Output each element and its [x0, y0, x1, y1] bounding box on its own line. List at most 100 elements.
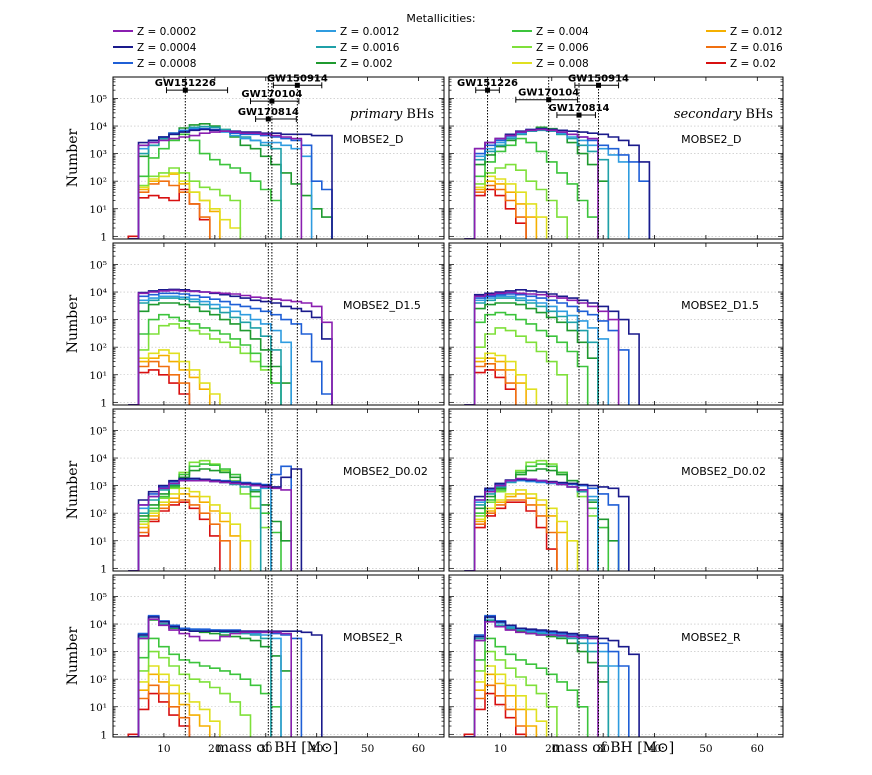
histogram-series-0008	[464, 352, 538, 405]
histogram-series-0004	[128, 313, 282, 405]
gw-marker	[182, 87, 188, 93]
panel-frame	[448, 242, 784, 406]
metallicity-legend: Metallicities: Z = 0.0002 Z = 0.0004 Z = 0…	[113, 12, 783, 70]
gw-event-label: GW170814	[549, 103, 610, 114]
gw-event-label: GW151226	[457, 78, 518, 89]
gw-event-label: GW151226	[155, 78, 216, 89]
legend-entry-label: Z = 0.0016	[340, 42, 400, 54]
histogram-series-0004	[464, 137, 599, 239]
legend-entry-label: Z = 0.016	[730, 42, 783, 54]
histogram-series-0008	[128, 349, 221, 405]
gw-event-label: GW170104	[518, 88, 579, 99]
x-tick-label: 30	[259, 743, 272, 755]
panel-mobse2-d1-5-secondary: MOBSE2_D1.5	[448, 242, 784, 406]
gw-marker	[596, 82, 602, 88]
histogram-series-0012	[128, 173, 221, 239]
histogram-series-0002	[464, 302, 599, 405]
gw-marker	[485, 87, 491, 93]
model-label: MOBSE2_D	[343, 133, 403, 146]
histogram-series-00002	[464, 291, 620, 405]
y-tick-label: 10¹	[89, 204, 107, 216]
gw-event-label: GW170814	[238, 107, 299, 118]
histogram-series-0006	[128, 167, 242, 239]
y-tick-label: 10⁴	[89, 453, 107, 465]
histogram-series-group	[127, 123, 333, 239]
y-tick-label: 10²	[89, 342, 107, 354]
y-tick-label: 1	[100, 729, 107, 741]
gw-marker	[269, 98, 275, 104]
x-tick-label: 50	[361, 743, 374, 755]
histogram-series-00002	[128, 289, 333, 405]
y-tick-label: 10⁴	[89, 619, 107, 631]
x-tick-label: 20	[208, 743, 221, 755]
gw-marker	[265, 116, 271, 122]
y-tick-label: 10⁵	[89, 93, 107, 105]
histogram-series-00004	[128, 616, 323, 737]
histogram-series-00012	[128, 295, 292, 405]
histogram-series-0012	[128, 673, 211, 737]
model-label: MOBSE2_R	[343, 631, 403, 644]
legend-entry-label: Z = 0.004	[536, 26, 589, 38]
y-tick-label: 10³	[89, 481, 107, 493]
legend-entry-label: Z = 0.02	[730, 58, 776, 70]
legend-entry-label: Z = 0.0012	[340, 26, 399, 38]
model-label: MOBSE2_D1.5	[343, 299, 421, 312]
histogram-series-0004	[128, 133, 282, 239]
histogram-series-00008	[464, 293, 630, 405]
histogram-series-002	[464, 369, 517, 405]
histogram-series-0016	[128, 360, 191, 405]
legend-entry-label: Z = 0.002	[340, 58, 393, 70]
histogram-series-group	[128, 459, 303, 571]
x-tick-label: 40	[648, 743, 661, 755]
x-tick-label: 30	[596, 743, 609, 755]
model-label: MOBSE2_R	[681, 631, 741, 644]
y-tick-label: 1	[100, 397, 107, 409]
gw-event-label: GW150914	[267, 73, 328, 84]
histogram-series-0006	[464, 327, 568, 405]
panel-note: secondary BHs	[674, 107, 773, 122]
histogram-series-0008	[128, 172, 242, 239]
y-tick-label: 10⁵	[89, 259, 107, 271]
y-tick-label: 10⁴	[89, 121, 107, 133]
legend-title: Metallicities:	[406, 12, 475, 25]
y-tick-label: 10⁵	[89, 425, 107, 437]
y-tick-label: 10¹	[89, 370, 107, 382]
histogram-series-group	[463, 614, 640, 737]
panel-mobse2-d-primary: 1 10¹ 10² 10³ 10⁴ 10⁵ Number MOBSE2_D GW151226 GW…	[65, 73, 445, 243]
gw-event-label: GW170104	[241, 89, 302, 100]
legend-entry-label: Z = 0.008	[536, 58, 589, 70]
histogram-series-00004	[128, 288, 333, 405]
gw-marker	[294, 82, 300, 88]
legend-entry-label: Z = 0.0008	[137, 58, 196, 70]
y-axis-label: Number	[65, 626, 81, 685]
x-tick-label: 60	[751, 743, 764, 755]
histogram-series-0004	[464, 311, 589, 405]
y-tick-label: 10²	[89, 508, 107, 520]
histogram-series-0016	[464, 684, 527, 737]
y-axis-label: Number	[65, 128, 81, 187]
histogram-series-00002	[128, 479, 292, 571]
histogram-series-0006	[464, 163, 568, 239]
x-tick-label: 50	[699, 743, 712, 755]
histogram-series-00002	[464, 477, 589, 571]
histogram-series-0008	[128, 665, 221, 737]
histogram-series-00008	[128, 292, 333, 405]
gw-marker	[546, 97, 552, 103]
histogram-series-00004	[464, 289, 640, 405]
legend-entry-label: Z = 0.012	[730, 26, 783, 38]
x-tick-label: 60	[412, 743, 425, 755]
panel-mobse2-r-primary: 1 10¹ 10² 10³ 10⁴ 10⁵ Number MOBSE2_R 10 20 30 40 50…	[65, 574, 445, 755]
histogram-series-0004	[128, 637, 282, 737]
histogram-series-002	[464, 188, 527, 239]
histogram-series-002	[463, 692, 527, 737]
y-tick-label: 10⁴	[89, 287, 107, 299]
x-axis-label-left: mass of BH [M⊙]	[216, 740, 338, 756]
histogram-series-0006	[464, 650, 558, 737]
y-tick-label: 10²	[89, 176, 107, 188]
histogram-series-0008	[464, 665, 548, 737]
panel-frame	[112, 242, 445, 406]
histogram-series-0002	[464, 126, 610, 239]
histogram-series-group	[127, 614, 323, 737]
